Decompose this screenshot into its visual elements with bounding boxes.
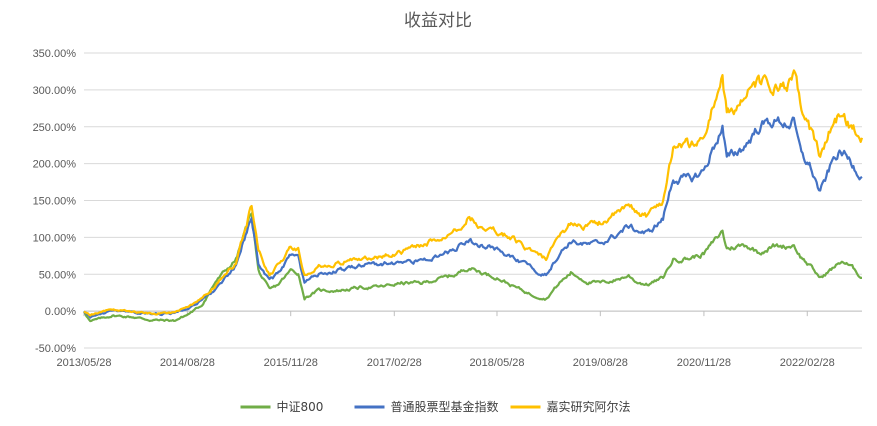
y-tick-label: 350.00% (33, 48, 77, 60)
legend: 中证800 普通股票型基金指数 嘉实研究阿尔法 (240, 399, 631, 414)
x-tick-label: 2018/05/28 (469, 357, 524, 369)
x-tick-label: 2015/11/28 (264, 357, 318, 369)
y-tick-label: 200.00% (33, 159, 77, 171)
x-axis-ticks: 2013/05/28 2014/08/28 2015/11/28 2017/02/28… (56, 310, 862, 369)
y-tick-label: -50.00% (35, 343, 76, 355)
x-tick-label: 2013/05/28 (56, 357, 111, 369)
chart-title: 收益对比 (404, 11, 472, 31)
legend-label: 普通股票型基金指数 (391, 399, 499, 414)
series-lines (83, 69, 864, 323)
x-tick-label: 2017/02/28 (367, 357, 422, 369)
series-line-3 (83, 69, 864, 317)
x-tick-label: 2014/08/28 (160, 357, 215, 369)
x-tick-label: 2022/02/28 (780, 357, 835, 369)
y-tick-label: 250.00% (33, 122, 77, 134)
legend-label: 中证800 (277, 399, 324, 414)
y-tick-label: 0.00% (45, 306, 76, 318)
y-tick-label: 50.00% (39, 269, 77, 281)
y-tick-label: 100.00% (33, 232, 77, 244)
x-tick-label: 2020/11/28 (677, 357, 731, 369)
series-line-2 (83, 116, 863, 319)
x-tick-label: 2019/08/28 (573, 357, 628, 369)
y-tick-label: 300.00% (33, 85, 77, 97)
y-axis-ticks: -50.00% 0.00% 50.00% 100.00% 150.00% 200.00% 2… (33, 48, 77, 355)
y-tick-label: 150.00% (33, 196, 77, 208)
legend-label: 嘉实研究阿尔法 (547, 399, 631, 414)
series-line-1 (83, 212, 862, 323)
